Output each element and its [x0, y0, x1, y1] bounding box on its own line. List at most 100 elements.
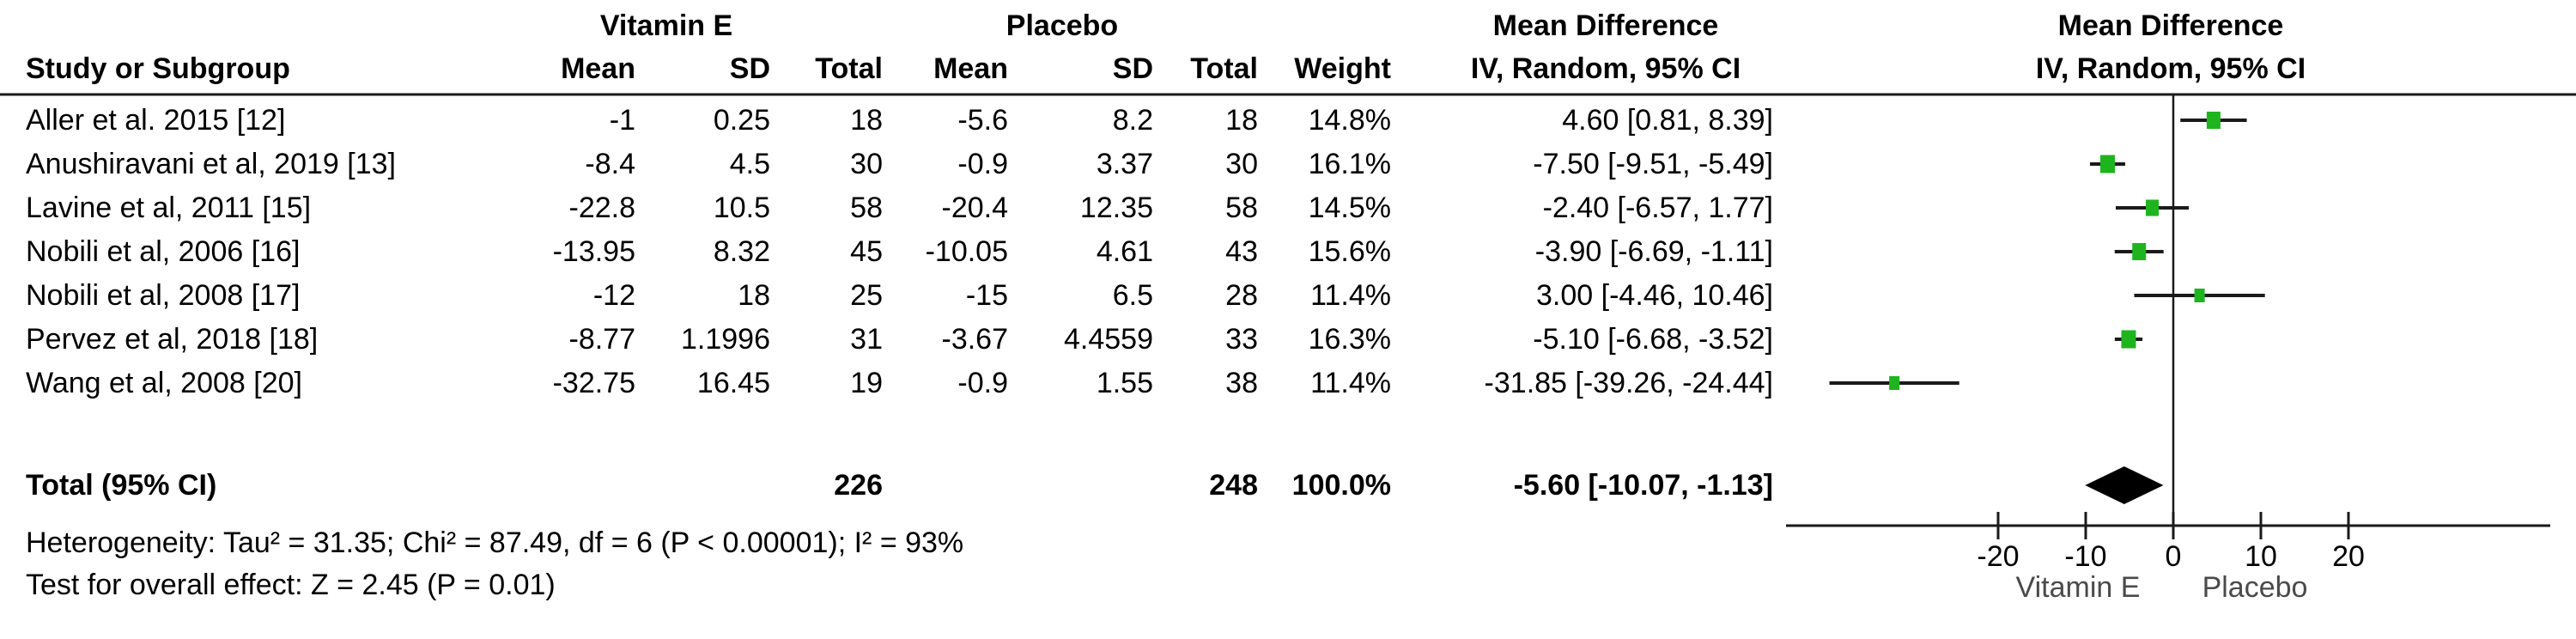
cell-p_mean: -20.4 — [941, 192, 1009, 224]
cell-p_sd: 4.61 — [1096, 235, 1153, 268]
total-e_total: 226 — [834, 469, 883, 502]
cell-weight: 14.5% — [1308, 192, 1391, 224]
cell-p_mean: -5.6 — [957, 104, 1008, 137]
cell-e_total: 18 — [850, 104, 883, 137]
cell-weight: 14.8% — [1308, 104, 1391, 137]
cell-p_sd: 12.35 — [1079, 192, 1153, 224]
cell-e_mean: -1 — [609, 104, 635, 137]
cell-e_sd: 0.25 — [713, 104, 770, 137]
cell-e_mean: -22.8 — [568, 192, 636, 224]
cell-e_total: 58 — [850, 192, 883, 224]
col-header-p-mean: Mean — [933, 52, 1008, 85]
axis-label-vitamin-e: Vitamin E — [2015, 571, 2141, 604]
effect-square — [2146, 199, 2160, 216]
cell-ci_text: -7.50 [-9.51, -5.49] — [1533, 148, 1773, 180]
cell-ci_text: 3.00 [-4.46, 10.46] — [1536, 279, 1773, 312]
cell-p_mean: -0.9 — [957, 367, 1008, 399]
cell-p_total: 38 — [1225, 367, 1258, 399]
cell-p_sd: 8.2 — [1112, 104, 1153, 137]
cell-ci_text: 4.60 [0.81, 8.39] — [1562, 104, 1773, 137]
col-header-e-sd: SD — [729, 52, 770, 85]
axis-tick-label: -10 — [2064, 540, 2107, 573]
cell-p_total: 28 — [1225, 279, 1258, 312]
cell-p_sd: 6.5 — [1112, 279, 1153, 312]
effect-square — [2121, 330, 2136, 349]
study-label: Wang et al, 2008 [20] — [26, 367, 302, 399]
col-header-e-total: Total — [815, 52, 883, 85]
cell-e_mean: -8.77 — [568, 323, 636, 356]
cell-e_mean: -32.75 — [552, 367, 635, 399]
axis-tick-label: 10 — [2245, 540, 2277, 573]
study-label: Nobili et al, 2006 [16] — [26, 235, 301, 268]
study-label: Nobili et al, 2008 [17] — [26, 279, 301, 312]
effect-square — [2194, 289, 2205, 302]
cell-e_sd: 4.5 — [729, 148, 770, 180]
study-label: Aller et al. 2015 [12] — [26, 104, 286, 137]
total-weight: 100.0% — [1291, 469, 1391, 502]
col-header-weight: Weight — [1294, 52, 1391, 85]
cell-p_mean: -0.9 — [957, 148, 1008, 180]
summary-diamond — [2085, 466, 2164, 504]
cell-ci_text: -5.10 [-6.68, -3.52] — [1533, 323, 1773, 356]
cell-e_mean: -8.4 — [585, 148, 635, 180]
cell-p_total: 43 — [1225, 235, 1258, 268]
cell-e_total: 30 — [850, 148, 883, 180]
total-ci_text: -5.60 [-10.07, -1.13] — [1513, 469, 1773, 502]
cell-p_total: 33 — [1225, 323, 1258, 356]
effect-square — [1889, 376, 1900, 390]
cell-weight: 11.4% — [1310, 367, 1391, 399]
md-column-title: Mean Difference — [1492, 9, 1719, 42]
cell-e_total: 31 — [850, 323, 883, 356]
cell-weight: 16.3% — [1308, 323, 1391, 356]
cell-e_mean: -12 — [592, 279, 635, 312]
group-header-vitamin-e: Vitamin E — [599, 9, 733, 42]
col-header-e-mean: Mean — [561, 52, 635, 85]
effect-square — [2100, 155, 2115, 173]
axis-tick-label: -20 — [1977, 540, 2020, 573]
cell-ci_text: -31.85 [-39.26, -24.44] — [1484, 367, 1773, 399]
study-label: Anushiravani et al, 2019 [13] — [26, 148, 396, 180]
cell-p_sd: 4.4559 — [1064, 323, 1153, 356]
col-header-p-total: Total — [1190, 52, 1258, 85]
total-p_total: 248 — [1209, 469, 1258, 502]
cell-weight: 16.1% — [1308, 148, 1391, 180]
cell-e_mean: -13.95 — [552, 235, 635, 268]
cell-p_mean: -15 — [965, 279, 1008, 312]
md-column-subtitle: IV, Random, 95% CI — [1470, 52, 1741, 85]
cell-e_total: 25 — [850, 279, 883, 312]
col-header-p-sd: SD — [1112, 52, 1153, 85]
cell-p_total: 58 — [1225, 192, 1258, 224]
overall-effect-text: Test for overall effect: Z = 2.45 (P = 0… — [26, 569, 556, 601]
study-label: Pervez et al, 2018 [18] — [26, 323, 319, 356]
cell-e_sd: 10.5 — [713, 192, 770, 224]
cell-ci_text: -3.90 [-6.69, -1.11] — [1534, 235, 1773, 268]
plot-title: Mean Difference — [2057, 9, 2284, 42]
cell-weight: 11.4% — [1310, 279, 1391, 312]
study-label: Lavine et al, 2011 [15] — [26, 192, 312, 224]
cell-ci_text: -2.40 [-6.57, 1.77] — [1542, 192, 1773, 224]
cell-p_total: 30 — [1225, 148, 1258, 180]
study-column-header: Study or Subgroup — [26, 52, 290, 85]
cell-e_sd: 8.32 — [713, 235, 770, 268]
cell-e_sd: 16.45 — [696, 367, 770, 399]
cell-p_mean: -3.67 — [941, 323, 1009, 356]
axis-tick-label: 0 — [2165, 540, 2182, 573]
cell-weight: 15.6% — [1308, 235, 1391, 268]
effect-square — [2206, 112, 2221, 129]
cell-e_sd: 18 — [738, 279, 770, 312]
effect-square — [2132, 243, 2147, 260]
cell-p_sd: 1.55 — [1096, 367, 1153, 399]
axis-label-placebo: Placebo — [2202, 571, 2308, 604]
cell-e_total: 19 — [850, 367, 883, 399]
cell-p_mean: -10.05 — [925, 235, 1008, 268]
cell-p_sd: 3.37 — [1096, 148, 1153, 180]
cell-e_sd: 1.1996 — [681, 323, 770, 356]
group-header-placebo: Placebo — [1005, 9, 1119, 42]
total-label: Total (95% CI) — [26, 469, 217, 502]
plot-subtitle: IV, Random, 95% CI — [2035, 52, 2306, 85]
cell-p_total: 18 — [1225, 104, 1258, 137]
axis-tick-label: 20 — [2332, 540, 2365, 573]
heterogeneity-text: Heterogeneity: Tau² = 31.35; Chi² = 87.4… — [26, 526, 964, 559]
